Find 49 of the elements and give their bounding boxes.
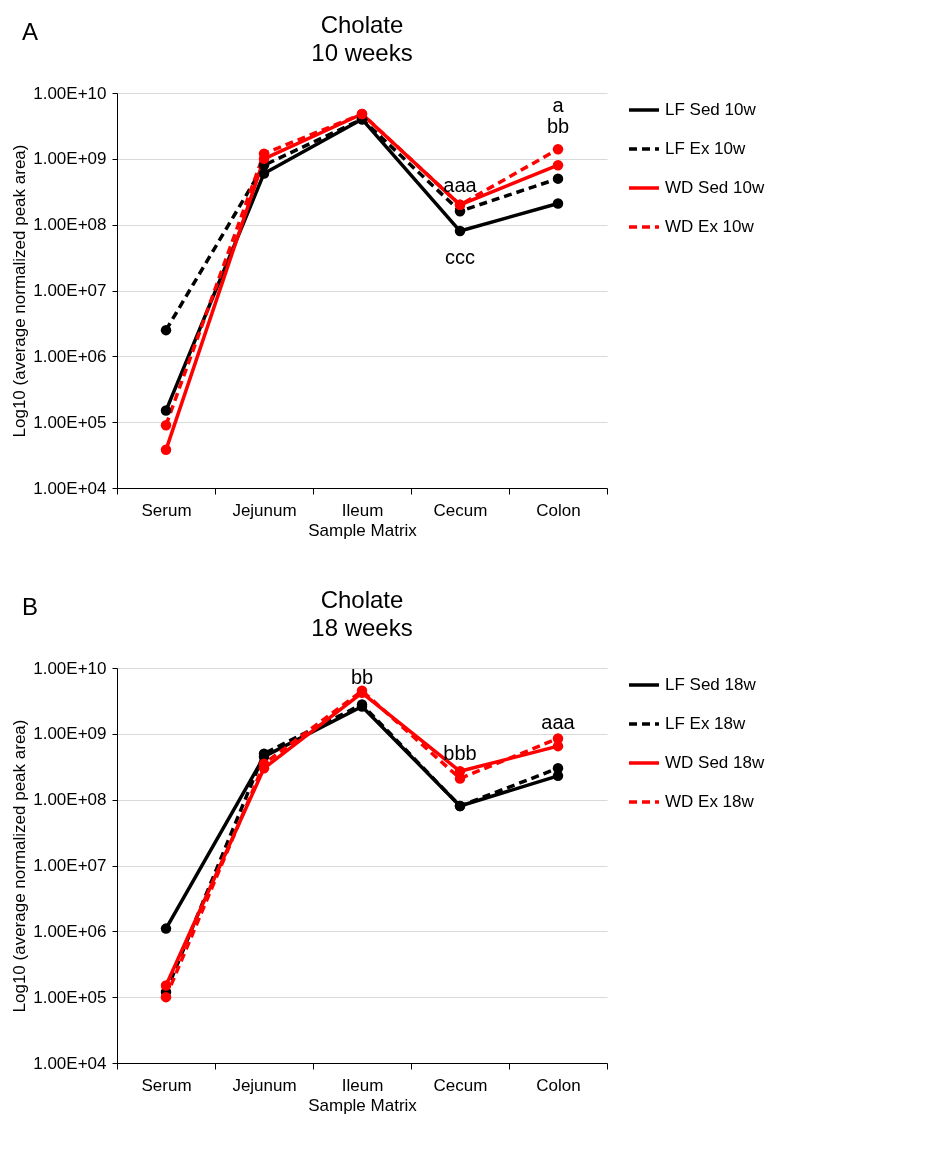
y-tick-label: 1.00E+07: [33, 281, 107, 300]
y-tick-label: 1.00E+05: [33, 412, 107, 432]
x-tick-label: Jejunum: [232, 1075, 297, 1095]
chart-subtitle: 10 weeks: [311, 39, 413, 66]
x-axis-title: Sample Matrix: [308, 1095, 418, 1115]
chart-subtitle: 18 weeks: [311, 614, 413, 641]
chart-title: Cholate: [320, 11, 404, 38]
legend-label: LF Sed 18w: [665, 675, 757, 694]
x-tick-label: Ileum: [341, 1075, 384, 1095]
y-tick-label: 1.00E+06: [33, 921, 107, 941]
text: B: [22, 593, 39, 621]
annotation: aaa: [443, 173, 477, 197]
x-tick-label: Ileum: [341, 500, 384, 520]
annotation: bb: [546, 114, 570, 138]
y-tick-label: 1.00E+04: [33, 1053, 107, 1073]
legend-label: LF Sed 10w: [665, 100, 757, 119]
y-tick-label: 1.00E+07: [33, 856, 107, 875]
legend-label: WD Sed 10w: [665, 178, 765, 197]
x-axis-title: Sample Matrix: [308, 520, 418, 540]
annotation: aaa: [541, 710, 575, 734]
y-tick-label: 1.00E+10: [33, 658, 107, 678]
annotation: bb: [350, 665, 374, 689]
legend-label: WD Ex 18w: [665, 792, 755, 811]
text: A: [22, 18, 39, 46]
x-tick-label: Cecum: [433, 1075, 488, 1095]
y-tick-label: 1.00E+08: [33, 215, 107, 235]
y-tick-label: 1.00E+08: [33, 790, 107, 810]
x-tick-label: Jejunum: [232, 500, 297, 520]
y-tick-label: 1.00E+05: [33, 987, 107, 1007]
y-axis-title: Log10 (average normalized peak area): [10, 144, 30, 438]
annotation: bbb: [443, 741, 477, 765]
annotation: ccc: [445, 245, 475, 269]
y-tick-label: 1.00E+04: [33, 478, 107, 498]
y-tick-label: 1.00E+06: [33, 346, 107, 366]
annotation: a: [552, 93, 564, 117]
y-tick-label: 1.00E+10: [33, 83, 107, 103]
y-tick-label: 1.00E+09: [33, 724, 107, 744]
x-tick-label: Serum: [141, 1075, 192, 1095]
legend-label: WD Ex 10w: [665, 217, 755, 236]
legend-label: LF Ex 10w: [665, 139, 747, 158]
chart-title: Cholate: [320, 586, 404, 613]
x-tick-label: Cecum: [433, 500, 488, 520]
legend-label: LF Ex 18w: [665, 714, 747, 733]
y-tick-label: 1.00E+09: [33, 149, 107, 169]
y-axis-title: Log10 (average normalized peak area): [10, 719, 30, 1013]
x-tick-label: Serum: [141, 500, 192, 520]
x-tick-label: Colon: [536, 500, 581, 520]
legend-label: WD Sed 18w: [665, 753, 765, 772]
x-tick-label: Colon: [536, 1075, 581, 1095]
